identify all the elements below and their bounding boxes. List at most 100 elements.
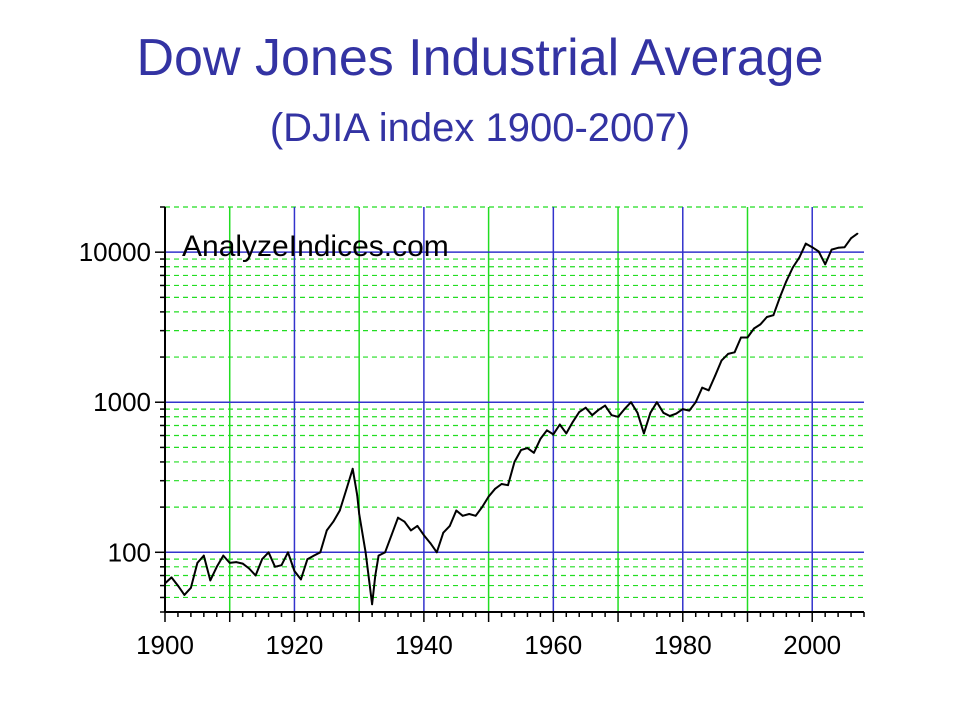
data-point [623, 408, 626, 410]
data-point [448, 525, 451, 527]
data-point [487, 495, 490, 498]
data-point [202, 554, 205, 557]
data-point [374, 574, 377, 577]
data-point [371, 603, 373, 606]
data-point [533, 451, 535, 454]
data-point [552, 433, 555, 436]
data-point [319, 551, 322, 554]
y-tick-label: 100 [108, 537, 151, 567]
series-group [164, 232, 859, 606]
chart-title: Dow Jones Industrial Average [136, 29, 824, 87]
data-point [235, 561, 238, 563]
data-point [468, 513, 471, 515]
data-point [423, 534, 425, 537]
data-point [604, 404, 606, 407]
x-tick-label: 1960 [524, 630, 582, 660]
data-point [772, 314, 775, 317]
data-point [597, 408, 600, 411]
data-point [668, 415, 671, 417]
data-point [610, 414, 613, 417]
data-point [766, 316, 768, 318]
data-point [649, 411, 652, 414]
y-tick-label: 1000 [93, 387, 151, 417]
data-point [701, 386, 704, 389]
data-point [313, 554, 315, 557]
data-point [403, 520, 406, 523]
x-tick-labels: 1900 1920 1940 1960 1980 2000 [136, 630, 841, 660]
data-point [513, 461, 516, 463]
y-tick-labels: 100 1000 10000 [79, 237, 151, 567]
data-point [455, 509, 458, 512]
data-point [500, 483, 503, 485]
data-point [759, 323, 762, 326]
data-point [817, 250, 820, 253]
data-point [856, 232, 859, 235]
data-point [356, 494, 359, 497]
data-point [811, 246, 814, 249]
data-point [681, 408, 684, 410]
data-point [364, 551, 367, 554]
data-point [248, 567, 251, 570]
data-point [720, 359, 723, 362]
x-tick-label: 1920 [266, 630, 324, 660]
data-point [779, 296, 781, 299]
x-tick-label: 2000 [783, 630, 841, 660]
data-point [164, 582, 166, 585]
data-point [377, 554, 380, 557]
data-point [325, 529, 328, 532]
data-point [733, 351, 736, 354]
data-point [293, 570, 296, 572]
data-point [429, 542, 432, 545]
data-point [267, 551, 270, 554]
minor-gridlines [165, 206, 864, 613]
data-point [843, 246, 846, 249]
y-tick-label: 10000 [79, 237, 151, 267]
data-point [727, 353, 729, 355]
data-point [578, 411, 581, 413]
x-tick-label: 1980 [654, 630, 712, 660]
data-point [714, 374, 716, 377]
data-point [494, 487, 496, 490]
data-point [416, 525, 419, 527]
data-point [526, 447, 529, 449]
data-point [539, 438, 542, 440]
data-point [707, 389, 710, 392]
data-point [170, 576, 173, 579]
data-point [830, 248, 833, 251]
data-point [584, 406, 587, 409]
data-point [571, 421, 574, 423]
data-point [196, 562, 199, 564]
data-point [675, 412, 678, 415]
data-point [617, 415, 619, 418]
data-point [740, 336, 742, 339]
data-point [694, 401, 697, 404]
data-point [241, 562, 244, 565]
data-point [261, 558, 263, 561]
data-point [358, 513, 361, 515]
data-point [688, 409, 691, 412]
series-line [164, 232, 859, 606]
data-point [507, 484, 509, 487]
data-point [397, 516, 399, 519]
data-point [630, 401, 632, 404]
data-point [287, 551, 289, 554]
chart-subtitle: (DJIA index 1900-2007) [269, 106, 691, 150]
data-point [520, 449, 522, 451]
data-point [183, 594, 186, 596]
data-point [798, 256, 801, 259]
data-point [215, 565, 218, 568]
data-point [254, 574, 257, 577]
data-point [558, 423, 561, 426]
data-point [461, 514, 464, 517]
data-point [410, 529, 412, 532]
watermark-text: AnalyzeIndices.com [182, 230, 449, 263]
data-point [481, 506, 483, 508]
data-point [390, 534, 393, 537]
data-point [753, 327, 755, 330]
axes [155, 206, 865, 622]
data-point [662, 411, 665, 414]
data-point [804, 242, 807, 245]
data-point [190, 586, 192, 589]
data-point [850, 237, 852, 240]
